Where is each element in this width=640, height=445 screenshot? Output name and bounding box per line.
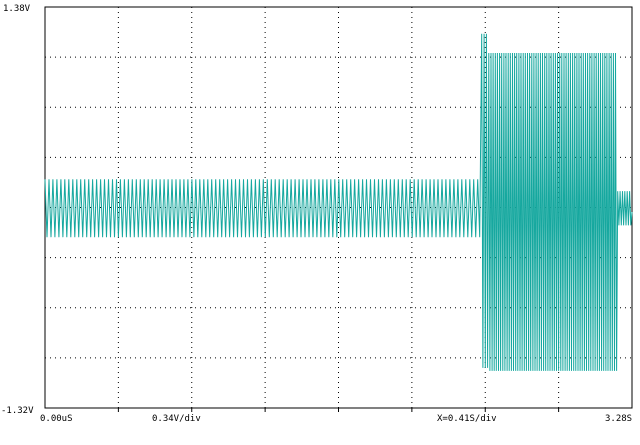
x-end-label: 3.28S: [605, 414, 632, 424]
time-per-div-label: X=0.41S/div: [437, 414, 497, 424]
signal-trace: [44, 33, 633, 371]
y-min-label: -1.32V: [1, 406, 34, 416]
grid-lines: [45, 7, 632, 408]
y-max-label: 1.38V: [3, 4, 31, 14]
volts-per-div-label: 0.34V/div: [152, 414, 201, 424]
x-start-label: 0.00uS: [40, 414, 73, 424]
tick-marks: [117, 408, 560, 412]
